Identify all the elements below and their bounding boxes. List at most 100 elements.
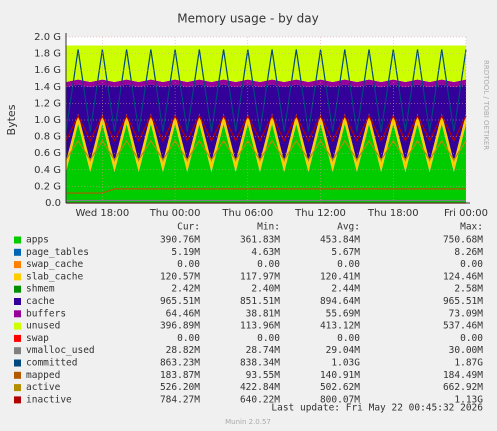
legend-swatch: [14, 273, 21, 281]
legend-swatch: [14, 384, 21, 392]
legend-value: 28.82M: [166, 345, 201, 356]
legend-value: 0.00: [257, 259, 280, 270]
legend-value: 140.91M: [320, 370, 360, 381]
line: [66, 188, 466, 194]
legend-value: 662.92M: [443, 382, 483, 393]
legend-value: 0.00: [460, 333, 483, 344]
legend-swatch: [14, 248, 21, 256]
legend-swatch: [14, 359, 21, 367]
legend-value: 851.51M: [240, 296, 280, 307]
legend-value: 838.34M: [240, 358, 280, 369]
legend-value: 2.42M: [171, 284, 200, 295]
footer: Munin 2.0.57: [225, 418, 271, 426]
legend-value: 965.51M: [160, 296, 200, 307]
legend-label: committed: [26, 358, 77, 369]
legend-value: 526.20M: [160, 382, 200, 393]
legend-value: 117.97M: [240, 271, 280, 282]
legend-value: 422.84M: [240, 382, 280, 393]
legend-value: 1.87G: [454, 358, 483, 369]
plot: [65, 45, 467, 204]
legend-value: 1.03G: [331, 358, 360, 369]
legend-value: 184.49M: [443, 370, 483, 381]
legend-value: 2.44M: [331, 284, 360, 295]
y-tick-label: 0.4 G: [34, 165, 61, 176]
y-tick-label: 1.2 G: [34, 98, 61, 109]
x-tick-label: Thu 18:00: [367, 208, 419, 219]
legend-value: 502.62M: [320, 382, 360, 393]
legend-value: 2.58M: [454, 284, 483, 295]
line: [65, 49, 467, 132]
legend-value: 2.40M: [251, 284, 280, 295]
x-tick-label: Wed 18:00: [75, 208, 129, 219]
legend-label: mapped: [26, 370, 60, 381]
legend-label: active: [26, 382, 61, 393]
legend-value: 120.41M: [320, 271, 360, 282]
legend-value: 0.00: [337, 259, 360, 270]
y-tick-label: 0.8 G: [34, 132, 61, 143]
legend-value: 5.67M: [331, 247, 360, 258]
y-tick-label: 0.2 G: [34, 181, 61, 192]
legend-value: 361.83M: [240, 235, 280, 246]
legend-value: 120.57M: [160, 271, 200, 282]
y-tick-label: 1.0 G: [34, 115, 61, 126]
legend-swatch: [14, 298, 21, 305]
y-tick-label: 2.0 G: [34, 32, 61, 43]
area: [66, 79, 466, 88]
legend-value: 183.87M: [160, 370, 200, 381]
y-tick-label: 1.8 G: [34, 49, 61, 60]
legend-value: 29.04M: [326, 345, 361, 356]
legend-swatch: [14, 371, 21, 379]
legend-swatch: [14, 334, 21, 342]
area: [66, 113, 466, 172]
legend-label: vmalloc_used: [26, 345, 95, 356]
legend-value: 93.55M: [246, 370, 281, 381]
x-tick-label: Thu 12:00: [294, 208, 346, 219]
legend-value: 28.74M: [246, 345, 281, 356]
legend-value: 0.00: [177, 333, 200, 344]
area: [66, 84, 466, 162]
y-tick-label: 1.4 G: [34, 82, 61, 93]
legend-value: 30.00M: [449, 345, 484, 356]
legend-value: 113.96M: [240, 321, 280, 332]
x-tick-label: Fri 00:00: [444, 208, 488, 219]
area: [66, 113, 466, 162]
legend-value: 413.12M: [320, 321, 360, 332]
legend-value: 0.00: [257, 333, 280, 344]
legend-value: 0.00: [460, 259, 483, 270]
legend-label: cache: [26, 296, 55, 307]
legend-label: inactive: [26, 394, 72, 405]
legend-value: 1.13G: [454, 394, 483, 405]
legend-value: 800.07M: [320, 394, 360, 405]
legend-value: 784.27M: [160, 394, 200, 405]
legend-value: 396.89M: [160, 321, 200, 332]
legend-value: 4.63M: [251, 247, 280, 258]
legend-value: 8.26M: [454, 247, 483, 258]
x-tick-label: Thu 06:00: [221, 208, 273, 219]
y-axis-label: Bytes: [5, 104, 18, 135]
legend-label: apps: [26, 235, 49, 246]
legend-swatch: [14, 236, 21, 244]
legend-label: swap_cache: [26, 259, 83, 270]
last-update: Last update: Fri May 22 00:45:32 2026: [271, 403, 483, 414]
x-tick-label: Thu 00:00: [149, 208, 201, 219]
legend-value: 537.46M: [443, 321, 483, 332]
line: [65, 139, 467, 161]
legend-value: 0.00: [177, 259, 200, 270]
legend-label: unused: [26, 321, 60, 332]
legend-label: shmem: [26, 284, 55, 295]
legend-value: 73.09M: [449, 308, 484, 319]
legend-value: 750.68M: [443, 235, 483, 246]
legend-header: Min:: [257, 222, 280, 233]
legend-value: 965.51M: [443, 296, 483, 307]
legend-label: swap: [26, 333, 49, 344]
legend-value: 55.69M: [326, 308, 361, 319]
legend-header: Avg:: [337, 222, 360, 233]
legend-label: buffers: [26, 308, 66, 319]
y-tick-label: 0.6 G: [34, 148, 61, 159]
y-tick-label: 0.0: [45, 198, 61, 209]
legend-value: 453.84M: [320, 235, 360, 246]
legend-value: 38.81M: [246, 308, 281, 319]
legend-value: 390.76M: [160, 235, 200, 246]
legend-swatch: [14, 261, 21, 269]
legend-swatch: [14, 285, 21, 293]
